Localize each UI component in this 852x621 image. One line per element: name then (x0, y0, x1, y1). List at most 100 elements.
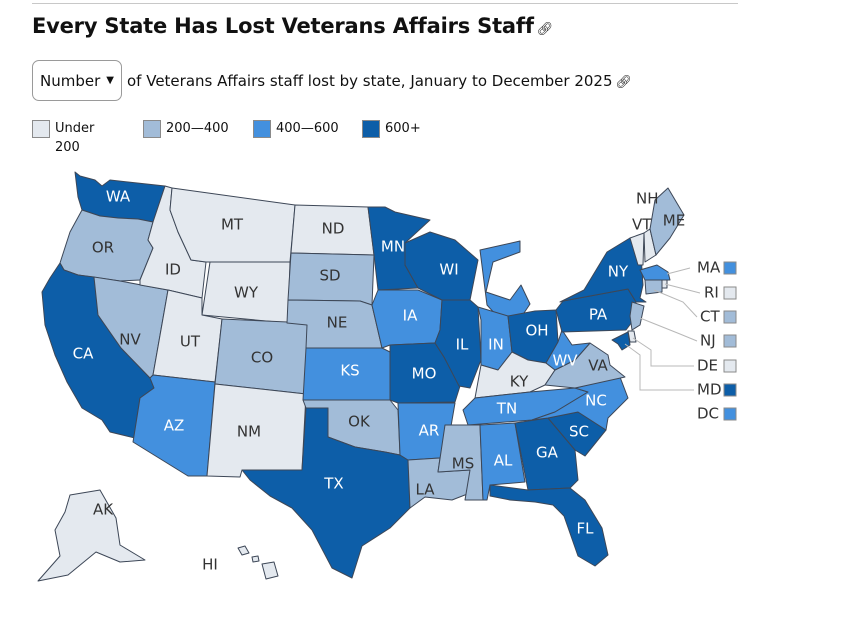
state-label-dc: DC (697, 405, 719, 423)
state-label-la: LA (416, 481, 436, 499)
state-label-ne: NE (327, 314, 348, 332)
state-swatch-dc[interactable] (723, 407, 737, 421)
state-label-ks: KS (340, 362, 359, 380)
state-md[interactable] (611, 331, 631, 351)
legend-item-under-200: Under 200 (32, 120, 103, 157)
state-label-ms: MS (452, 455, 474, 473)
state-swatch-ma[interactable] (723, 261, 737, 275)
state-label-ct: CT (700, 308, 720, 326)
state-label-ca: CA (73, 345, 94, 363)
state-nc[interactable] (531, 376, 629, 431)
leader-line-ct (653, 289, 698, 318)
state-swatch-nj[interactable] (723, 334, 737, 348)
state-label-id: ID (165, 261, 181, 279)
legend-label: 400—600 (276, 121, 339, 136)
legend-label: Under 200 (55, 121, 95, 155)
state-label-sc: SC (569, 423, 589, 441)
subtitle: of Veterans Affairs staff lost by state,… (127, 71, 633, 90)
state-label-tn: TN (496, 400, 517, 418)
state-label-il: IL (456, 336, 469, 354)
state-label-ia: IA (403, 307, 418, 325)
state-label-ma: MA (697, 259, 721, 277)
state-fl[interactable] (489, 484, 609, 567)
state-ma[interactable] (639, 264, 671, 281)
leader-line-nj (639, 317, 698, 342)
state-ak[interactable] (37, 489, 146, 582)
state-label-vt: VT (632, 216, 652, 234)
state-label-ok: OK (348, 413, 371, 431)
state-label-ky: KY (510, 373, 529, 391)
state-label-nh: NH (636, 190, 659, 208)
legend-label: 600+ (385, 121, 421, 136)
state-label-ar: AR (419, 422, 440, 440)
state-label-ut: UT (180, 333, 201, 351)
state-label-va: VA (588, 357, 608, 375)
state-label-nc: NC (585, 392, 607, 410)
leader-line-md (624, 343, 694, 391)
state-swatch-ri[interactable] (723, 286, 737, 300)
state-label-nm: NM (237, 423, 261, 441)
state-label-mo: MO (412, 365, 437, 383)
state-label-wa: WA (106, 188, 131, 206)
state-label-ri: RI (704, 284, 719, 302)
state-label-md: MD (697, 381, 722, 399)
state-label-hi: HI (202, 556, 218, 574)
state-label-or: OR (92, 239, 114, 257)
state-label-fl: FL (577, 520, 595, 538)
chevron-down-icon: ▼ (106, 75, 114, 86)
leader-line-ri (664, 283, 701, 294)
legend-swatch (143, 120, 161, 138)
state-label-co: CO (251, 349, 273, 367)
state-label-ga: GA (536, 444, 559, 462)
state-nj[interactable] (629, 301, 645, 331)
state-label-mn: MN (381, 238, 405, 256)
state-label-sd: SD (319, 267, 340, 285)
page-title: Every State Has Lost Veterans Affairs St… (32, 14, 554, 38)
state-me[interactable] (649, 187, 685, 256)
state-label-nv: NV (119, 331, 141, 349)
state-label-az: AZ (164, 417, 185, 435)
legend-swatch (362, 120, 380, 138)
link-icon[interactable]: 🔗︎ (536, 22, 554, 37)
subtitle-row: Number ▼ of Veterans Affairs staff lost b… (32, 60, 632, 101)
metric-select[interactable]: Number ▼ (32, 60, 122, 101)
state-label-ny: NY (608, 263, 629, 281)
top-rule (32, 3, 738, 4)
legend-item-600-plus: 600+ (362, 120, 421, 138)
state-label-nj: NJ (700, 332, 716, 350)
legend-swatch (253, 120, 271, 138)
state-label-oh: OH (525, 322, 548, 340)
legend-item-200-400: 200—400 (143, 120, 229, 138)
legend-label: 200—400 (166, 121, 229, 136)
metric-select-value: Number (40, 71, 101, 90)
state-label-wv: WV (552, 352, 578, 370)
state-label-in: IN (488, 336, 504, 354)
state-tx[interactable] (241, 407, 411, 579)
state-label-de: DE (697, 357, 718, 375)
leader-line-de (632, 337, 694, 367)
state-hi[interactable] (237, 545, 279, 580)
state-wv[interactable] (545, 329, 591, 371)
state-ct[interactable] (644, 279, 663, 295)
state-vt[interactable] (629, 232, 645, 266)
leader-line-ma (666, 267, 691, 275)
state-label-mt: MT (221, 216, 244, 234)
state-swatch-md[interactable] (723, 383, 737, 397)
legend-swatch (32, 120, 50, 138)
state-label-wy: WY (234, 284, 259, 302)
state-label-wi: WI (439, 261, 458, 279)
state-label-al: AL (494, 452, 513, 470)
state-swatch-ct[interactable] (723, 310, 737, 324)
state-il[interactable] (434, 299, 482, 389)
state-label-nd: ND (322, 220, 345, 238)
subtitle-link-icon[interactable]: 🔗︎ (615, 74, 633, 90)
state-swatch-de[interactable] (723, 359, 737, 373)
state-label-ak: AK (93, 501, 114, 519)
state-label-me: ME (663, 212, 685, 230)
state-ny[interactable] (559, 237, 647, 303)
state-label-pa: PA (589, 306, 608, 324)
state-label-tx: TX (323, 475, 343, 493)
state-label-mi: MI (498, 278, 515, 296)
legend-item-400-600: 400—600 (253, 120, 339, 138)
